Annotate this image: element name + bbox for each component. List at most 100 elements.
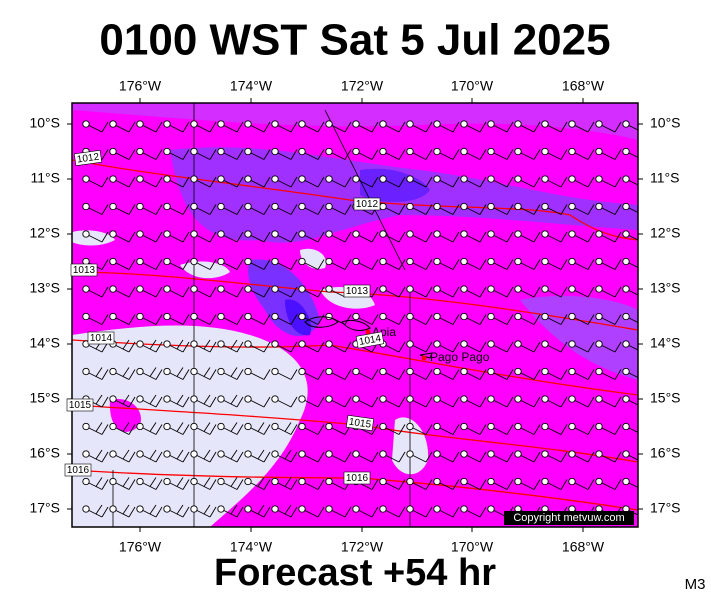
isobar-label-box <box>353 197 381 211</box>
barb-feather <box>452 424 460 435</box>
barb-feather <box>506 231 514 243</box>
barb-feather <box>344 176 352 188</box>
barb-feather <box>182 369 190 380</box>
barb-station <box>568 395 576 403</box>
barb-station <box>325 257 333 266</box>
barb-feather <box>587 424 595 435</box>
barb-station <box>163 285 171 293</box>
barb-station <box>379 202 387 211</box>
barb-feather <box>452 506 460 518</box>
barb-feather <box>398 121 406 133</box>
longitude-label: 174°W <box>230 539 273 555</box>
barb-feather <box>290 451 298 463</box>
barb-station <box>325 230 333 238</box>
barb-feather <box>290 286 298 298</box>
barb-station <box>244 202 252 211</box>
barb-station <box>406 285 414 293</box>
barb-station <box>460 285 468 293</box>
city-marker <box>421 355 427 361</box>
barb-station <box>244 340 252 348</box>
barb-feather <box>614 204 622 215</box>
barb-station <box>514 257 522 266</box>
barb-station <box>622 422 630 431</box>
barb-station <box>514 120 522 128</box>
barb-station <box>109 477 117 486</box>
barb-station <box>325 202 333 211</box>
barb-station <box>217 367 225 376</box>
barb-feather <box>236 314 244 325</box>
barb-station <box>433 147 441 156</box>
barb-feather <box>209 231 217 243</box>
barb-feather <box>203 339 211 350</box>
barb-feather <box>263 369 271 380</box>
barb-feather <box>479 424 487 435</box>
barb-station <box>217 257 225 266</box>
barb-station <box>406 175 414 183</box>
barb-feather <box>533 231 541 243</box>
barb-feather <box>236 176 244 188</box>
barb-station <box>136 175 144 183</box>
barb-station <box>82 202 90 211</box>
map-frame <box>71 102 639 528</box>
barb-feather <box>101 396 109 408</box>
barb-feather <box>398 231 406 243</box>
barb-station <box>82 285 90 293</box>
barb-feather <box>149 367 157 377</box>
barb-feather <box>425 424 433 435</box>
barb-station <box>136 285 144 293</box>
barb-station <box>244 312 252 321</box>
barb-feather <box>587 286 595 298</box>
barb-feather <box>209 424 217 435</box>
barb-feather <box>344 451 352 463</box>
latitude-label: 13°S <box>650 280 681 296</box>
barb-station <box>460 477 468 486</box>
barb-feather <box>182 176 190 188</box>
barb-station <box>217 202 225 211</box>
barb-station <box>109 285 117 293</box>
barb-feather <box>452 286 460 298</box>
light-area <box>180 261 230 279</box>
barb-feather <box>263 204 271 215</box>
barb-station <box>433 175 441 183</box>
isobar-label-box <box>355 331 385 349</box>
barb-station <box>82 422 90 431</box>
barb-station <box>460 312 468 321</box>
barb-station <box>487 395 495 403</box>
barb-station <box>136 202 144 211</box>
barb-feather <box>209 396 217 408</box>
barb-station <box>271 285 279 293</box>
barb-station <box>298 340 306 348</box>
barb-feather <box>642 370 648 380</box>
barb-feather <box>182 231 190 243</box>
barb-feather <box>284 504 292 515</box>
barb-station <box>622 395 630 403</box>
barb-feather <box>182 341 190 353</box>
barb-feather <box>614 396 622 408</box>
barb-feather <box>236 396 244 408</box>
barb-feather <box>101 231 109 243</box>
barb-feather <box>371 479 379 490</box>
barb-feather <box>209 149 217 160</box>
barb-station <box>568 422 576 431</box>
isobar-label: 1014 <box>355 331 385 349</box>
barb-station <box>271 450 279 458</box>
isobar-label: 1013 <box>343 284 371 298</box>
barb-feather <box>257 504 265 515</box>
barb-feather <box>344 314 352 325</box>
barb-station <box>433 367 441 376</box>
barb-station <box>541 175 549 183</box>
barb-feather <box>533 149 541 160</box>
barb-feather <box>642 425 648 435</box>
barb-station <box>244 505 252 513</box>
barb-station <box>217 312 225 321</box>
map-field: Apia Pago Pago Copyright metvuw.com <box>72 103 648 527</box>
barb-feather <box>122 367 130 377</box>
city-marker <box>365 329 371 335</box>
barb-station <box>298 367 306 376</box>
barb-feather <box>614 259 622 270</box>
barb-station <box>190 147 198 156</box>
barb-feather <box>587 396 595 408</box>
barb-feather <box>128 479 136 490</box>
barb-feather <box>182 204 190 215</box>
barb-feather <box>398 369 406 380</box>
